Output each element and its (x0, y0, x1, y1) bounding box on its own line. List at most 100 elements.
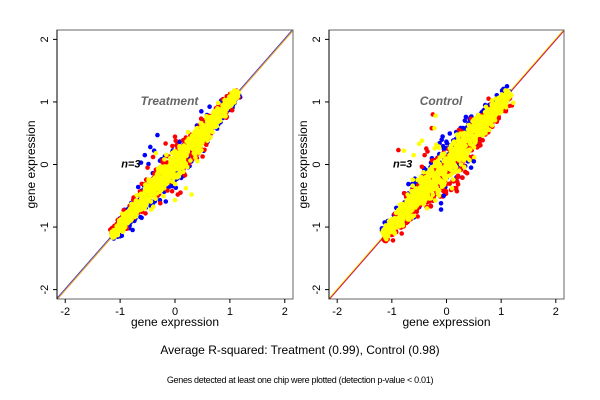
x-axis-label: gene expression (402, 315, 490, 329)
data-point (503, 105, 509, 110)
outlier-point (142, 152, 148, 158)
data-point (457, 149, 462, 155)
outlier-point (433, 113, 438, 119)
outlier-point (416, 141, 422, 147)
data-point (448, 146, 454, 152)
data-point (170, 169, 176, 175)
outlier-point (468, 165, 474, 170)
data-point (145, 187, 151, 192)
data-point (122, 224, 128, 230)
data-point (493, 105, 499, 111)
data-point (510, 100, 516, 106)
data-point (207, 104, 212, 109)
data-point (153, 196, 158, 201)
data-point (123, 215, 128, 221)
data-point (165, 188, 170, 193)
data-point (482, 119, 487, 124)
data-point (486, 127, 492, 133)
data-point (217, 118, 223, 123)
data-point (160, 178, 166, 183)
data-point (194, 133, 199, 138)
data-point (412, 190, 418, 196)
data-point (415, 214, 421, 219)
data-point (429, 180, 435, 186)
sub-caption: Genes detected at least one chip were pl… (166, 375, 434, 385)
sample-size-annotation: n=3 (121, 159, 140, 171)
data-point (428, 196, 434, 201)
data-point (427, 167, 432, 172)
data-point (382, 226, 387, 232)
data-point (161, 194, 166, 199)
data-point (461, 134, 466, 140)
data-point (128, 211, 133, 217)
data-point (404, 207, 410, 212)
data-point (421, 170, 426, 175)
panel-treatment: -2 -1 0 1 2 -2 -1 0 1 2 gene expression gene expres… (24, 29, 294, 329)
data-point (461, 158, 467, 163)
outlier-point (189, 192, 194, 197)
data-point (157, 174, 162, 179)
data-point (195, 159, 200, 164)
data-point (462, 118, 468, 123)
data-point (419, 164, 425, 170)
data-point (229, 90, 234, 96)
data-point (436, 145, 442, 151)
outlier-point (438, 207, 444, 212)
data-point (185, 146, 191, 152)
outlier-point (419, 138, 425, 144)
outlier-point (401, 148, 407, 154)
data-point (135, 208, 141, 213)
data-point (475, 127, 480, 133)
data-point (212, 109, 217, 115)
data-point (422, 182, 427, 187)
data-point (465, 156, 470, 161)
plot-area (329, 30, 564, 299)
data-point (119, 211, 125, 217)
data-point (453, 164, 459, 170)
data-point (482, 128, 488, 133)
data-point (146, 197, 151, 203)
data-point (460, 175, 465, 180)
data-point (444, 139, 449, 144)
data-point (455, 182, 461, 187)
data-point (396, 207, 401, 213)
y-axis-label: gene expression (24, 120, 38, 208)
data-point (146, 161, 151, 167)
data-point (390, 228, 396, 233)
data-point (439, 152, 445, 158)
data-point (427, 186, 433, 192)
y-tick-label: 0 (311, 161, 323, 167)
data-point (468, 125, 473, 131)
data-point (385, 222, 391, 228)
y-tick-label: 1 (39, 99, 51, 105)
data-point (451, 177, 456, 182)
data-point (405, 199, 410, 204)
y-tick-label: -1 (311, 222, 323, 232)
data-point (424, 146, 429, 151)
outlier-point (199, 109, 204, 114)
data-point (433, 181, 439, 186)
data-point (403, 211, 409, 217)
data-point (216, 100, 221, 106)
data-point (235, 93, 241, 99)
data-point (404, 202, 410, 208)
data-point (113, 231, 118, 236)
data-point (384, 236, 389, 242)
data-point (198, 120, 204, 126)
y-tick-label: 2 (311, 36, 323, 42)
y-tick-label: 1 (311, 99, 323, 105)
data-point (200, 154, 205, 159)
data-point (447, 155, 453, 161)
x-tick-label: 0 (172, 306, 178, 318)
data-point (413, 195, 418, 200)
data-point (178, 156, 183, 162)
data-point (173, 156, 178, 162)
data-point (491, 102, 496, 107)
data-point (466, 132, 472, 137)
panel-title: Treatment (141, 94, 200, 108)
data-point (166, 166, 172, 172)
outlier-point (178, 190, 183, 195)
data-point (441, 171, 446, 176)
data-point (225, 102, 230, 107)
data-point (203, 133, 209, 138)
